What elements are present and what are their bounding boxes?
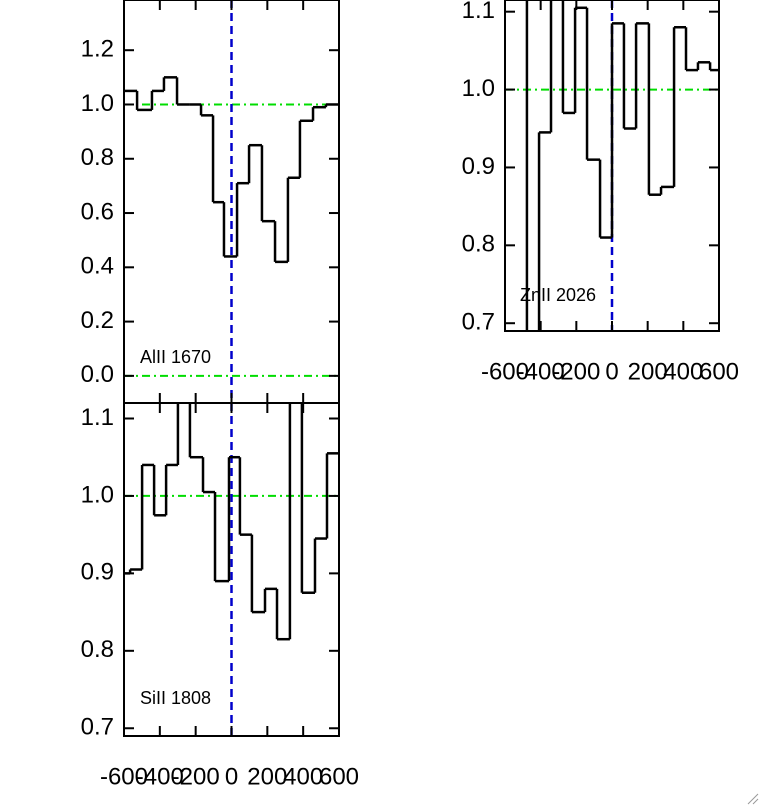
y-tick-label: 0.8: [81, 636, 114, 663]
y-tick-label: 1.0: [81, 481, 114, 508]
x-tick-label: -200: [172, 763, 220, 790]
x-tick-label: 0: [225, 763, 238, 790]
line-label: AlII 1670: [140, 347, 211, 367]
x-tick-label: 600: [319, 763, 359, 790]
x-tick-label: 600: [699, 358, 739, 385]
plot-frame: [123, 402, 340, 737]
plot-area: [124, 403, 339, 736]
y-tick-label: 1.1: [81, 404, 114, 431]
x-tick-label: 200: [247, 763, 287, 790]
plot-area: [505, 0, 719, 331]
y-tick-label: 0.0: [81, 361, 114, 388]
x-tick-label: 400: [283, 763, 323, 790]
x-tick-label: -600: [100, 763, 148, 790]
x-tick-label: 400: [663, 358, 703, 385]
x-tick-label: -600: [481, 358, 529, 385]
y-tick-label: 1.2: [81, 36, 114, 63]
y-tick-label: 0.2: [81, 307, 114, 334]
x-tick-label: -400: [517, 358, 565, 385]
y-tick-label: 0.7: [462, 309, 495, 336]
y-tick-label: 0.6: [81, 198, 114, 225]
y-tick-label: 0.8: [462, 231, 495, 258]
plot-area: [124, 0, 339, 403]
y-tick-label: 1.1: [462, 0, 495, 24]
x-tick-label: -400: [136, 763, 184, 790]
x-tick-label: 0: [605, 358, 618, 385]
line-label: SiII 1808: [140, 688, 211, 708]
y-tick-label: 0.9: [462, 153, 495, 180]
y-tick-label: 1.0: [462, 75, 495, 102]
y-tick-label: 0.7: [81, 714, 114, 741]
x-tick-label: 200: [628, 358, 668, 385]
x-tick-label: -200: [552, 358, 600, 385]
resize-grip: [747, 793, 759, 805]
y-tick-label: 1.0: [81, 90, 114, 117]
y-tick-label: 0.4: [81, 253, 114, 280]
line-label: ZnII 2026: [520, 285, 596, 305]
y-tick-label: 0.8: [81, 144, 114, 171]
y-tick-label: 0.9: [81, 559, 114, 586]
